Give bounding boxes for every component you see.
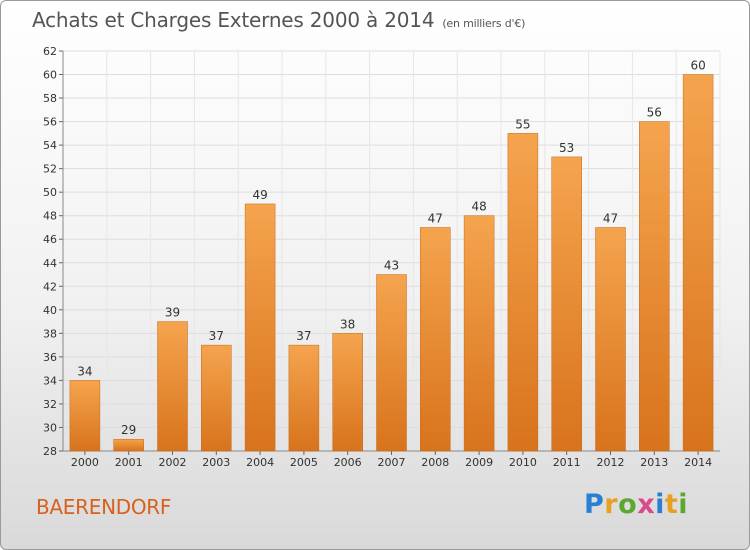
data-label-2000: 34 bbox=[77, 364, 92, 378]
x-tick-label-2009: 2009 bbox=[465, 456, 493, 469]
x-tick-label-2006: 2006 bbox=[334, 456, 362, 469]
x-tick-label-2013: 2013 bbox=[640, 456, 668, 469]
data-label-2012: 47 bbox=[603, 211, 618, 225]
data-label-2002: 39 bbox=[165, 306, 180, 320]
data-label-2010: 55 bbox=[515, 117, 530, 131]
x-tick-label-2000: 2000 bbox=[71, 456, 99, 469]
bar-2005 bbox=[288, 344, 320, 452]
data-label-2013: 56 bbox=[647, 106, 662, 120]
data-label-2008: 47 bbox=[428, 211, 443, 225]
y-tick-label: 56 bbox=[43, 116, 57, 129]
data-label-2014: 60 bbox=[690, 59, 705, 73]
bar-2000 bbox=[69, 380, 101, 452]
y-tick-label: 54 bbox=[43, 139, 57, 152]
y-tick-label: 46 bbox=[43, 233, 57, 246]
bar-2007 bbox=[376, 274, 407, 452]
data-label-2009: 48 bbox=[471, 200, 486, 214]
data-label-2005: 37 bbox=[296, 329, 311, 343]
chart-title: Achats et Charges Externes 2000 à 2014 (e… bbox=[32, 8, 525, 32]
x-tick-label-2005: 2005 bbox=[290, 456, 318, 469]
y-tick-label: 32 bbox=[43, 398, 57, 411]
logo-letter: i bbox=[655, 489, 665, 520]
x-tick-label-2001: 2001 bbox=[115, 456, 143, 469]
x-tick-label-2011: 2011 bbox=[553, 456, 581, 469]
x-tick-label-2014: 2014 bbox=[684, 456, 712, 469]
data-label-2003: 37 bbox=[209, 329, 224, 343]
bar-2008 bbox=[420, 227, 451, 452]
x-tick-label-2003: 2003 bbox=[202, 456, 230, 469]
y-tick-label: 42 bbox=[43, 280, 57, 293]
chart-title-text: Achats et Charges Externes 2000 à 2014 bbox=[32, 8, 435, 32]
bar-2014 bbox=[682, 74, 714, 452]
y-tick-label: 62 bbox=[43, 45, 57, 58]
bar-2006 bbox=[332, 333, 363, 452]
data-label-2001: 29 bbox=[121, 423, 136, 437]
logo-letter: t bbox=[664, 489, 679, 520]
y-tick-label: 28 bbox=[43, 445, 57, 458]
logo-letter: r bbox=[604, 489, 619, 520]
x-tick-label-2010: 2010 bbox=[509, 456, 537, 469]
x-tick-label-2004: 2004 bbox=[246, 456, 274, 469]
y-tick-label: 48 bbox=[43, 210, 57, 223]
bar-2012 bbox=[595, 227, 626, 452]
y-tick-label: 60 bbox=[43, 69, 57, 82]
bar-2003 bbox=[201, 344, 232, 452]
bar-2004 bbox=[244, 203, 276, 452]
bar-2002 bbox=[157, 321, 188, 452]
chart-subtitle: (en milliers d'€) bbox=[442, 17, 526, 30]
bar-2009 bbox=[463, 215, 495, 452]
commune-name: BAERENDORF bbox=[36, 495, 172, 519]
logo-letter: i bbox=[678, 489, 689, 520]
data-label-2011: 53 bbox=[559, 141, 574, 155]
y-tick-label: 50 bbox=[43, 186, 57, 199]
logo-letter: o bbox=[618, 489, 638, 520]
labels: 28 30 32 34 36 38 40 42 44 46 48 50 52 54 56 58 60 62 34 20… bbox=[43, 45, 712, 469]
x-tick-label-2002: 2002 bbox=[159, 456, 187, 469]
bars bbox=[69, 74, 714, 452]
x-tick-label-2008: 2008 bbox=[421, 456, 449, 469]
bar-2010 bbox=[507, 133, 539, 452]
y-tick-label: 36 bbox=[43, 351, 57, 364]
y-tick-label: 30 bbox=[43, 421, 57, 434]
logo-letter: x bbox=[637, 489, 656, 520]
proxiti-logo[interactable]: Proxiti bbox=[584, 489, 688, 520]
logo-letter: P bbox=[584, 489, 605, 520]
data-label-2007: 43 bbox=[384, 259, 399, 273]
y-tick-label: 38 bbox=[43, 327, 57, 340]
bar-2001 bbox=[113, 438, 144, 452]
bar-2013 bbox=[639, 121, 670, 452]
y-tick-label: 34 bbox=[43, 374, 57, 387]
y-tick-label: 58 bbox=[43, 92, 57, 105]
y-tick-label: 40 bbox=[43, 304, 57, 317]
y-tick-label: 52 bbox=[43, 163, 57, 176]
bar-2011 bbox=[551, 156, 582, 452]
y-tick-label: 44 bbox=[43, 257, 57, 270]
x-tick-label-2012: 2012 bbox=[597, 456, 625, 469]
x-tick-label-2007: 2007 bbox=[378, 456, 406, 469]
data-label-2006: 38 bbox=[340, 317, 355, 331]
data-label-2004: 49 bbox=[252, 188, 267, 202]
